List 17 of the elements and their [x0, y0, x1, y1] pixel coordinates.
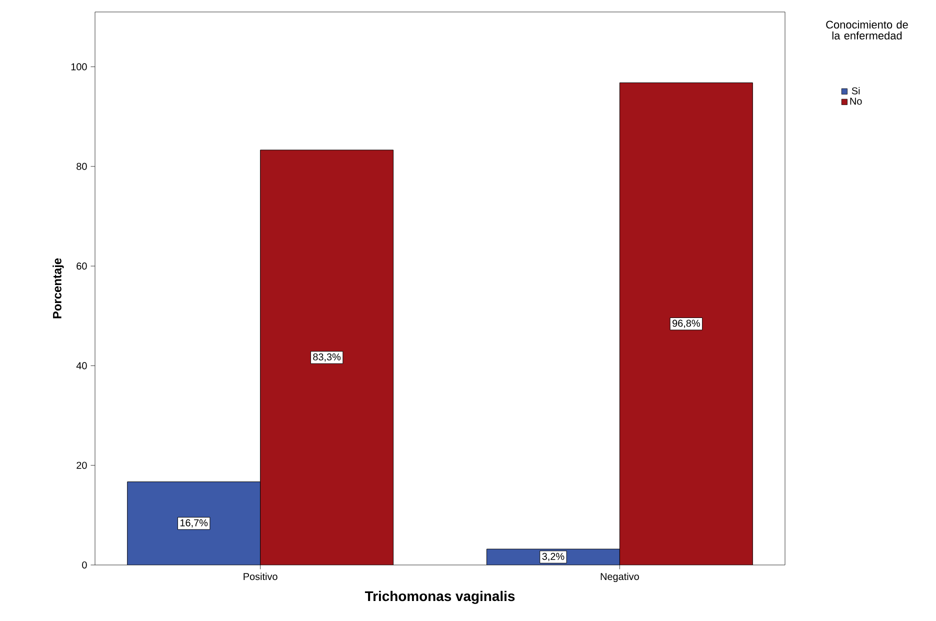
- x-axis-title: Trichomonas vaginalis: [364, 590, 515, 604]
- data-label: 16,7%: [180, 519, 208, 528]
- y-tick-label: 100: [71, 63, 87, 70]
- y-tick-label: 20: [76, 462, 87, 469]
- legend-title: Conocimiento de la enfermedad: [826, 20, 908, 40]
- x-tick-label: Positivo: [244, 572, 278, 580]
- y-tick-label: 0: [82, 561, 87, 569]
- y-tick-label: 60: [76, 262, 87, 270]
- x-tick-label: Negativo: [600, 572, 639, 582]
- legend-label: No: [850, 98, 862, 105]
- data-label: 96,8%: [672, 320, 700, 328]
- y-tick-label: 80: [76, 162, 87, 170]
- y-tick-label: 40: [76, 362, 87, 370]
- data-label: 83,3%: [313, 353, 341, 362]
- data-label: 3,2%: [542, 552, 564, 562]
- legend-label: Si: [852, 87, 860, 94]
- y-axis-title: Porcentaje: [52, 258, 64, 318]
